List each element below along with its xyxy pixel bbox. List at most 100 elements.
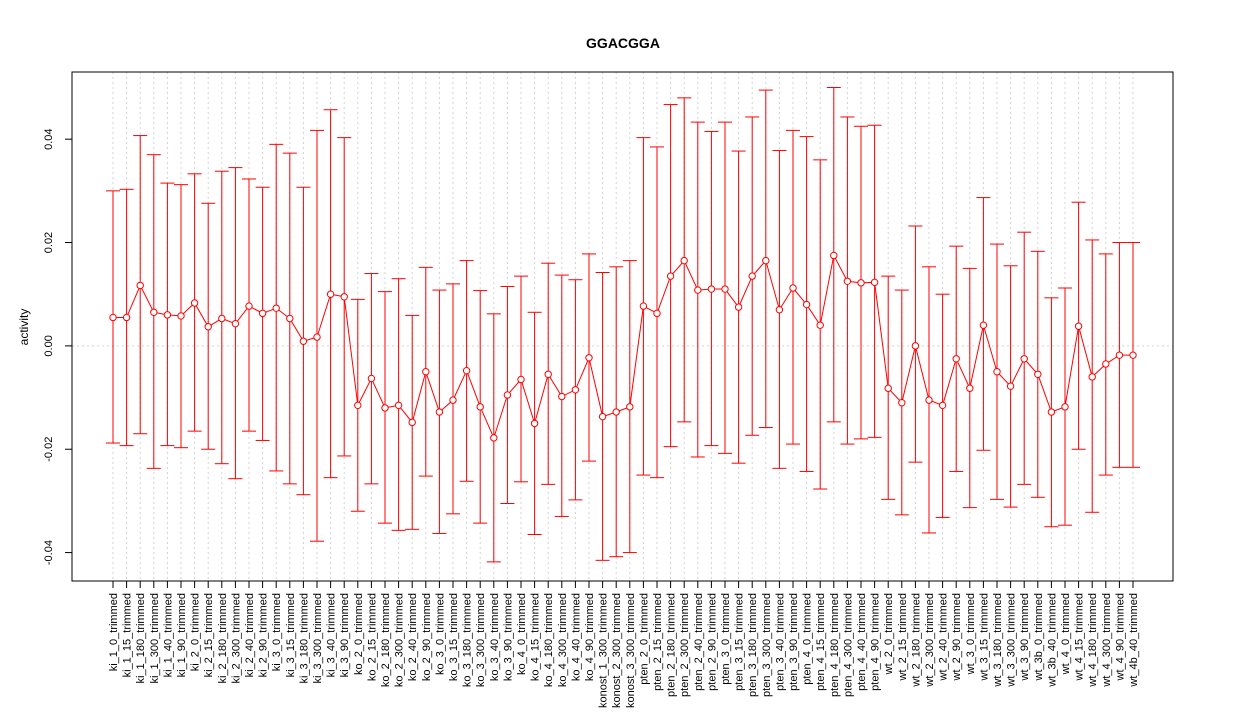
x-tick-label: ki_2_90_trimmed (258, 593, 270, 677)
data-point (775, 306, 784, 314)
data-point (762, 256, 770, 265)
data-point (585, 354, 593, 362)
x-tick-label: pten_2_300_trimmed (679, 593, 691, 697)
x-tick-label: pten_4_15_trimmed (815, 593, 827, 691)
x-tick-label: wt_2_40_trimmed (938, 593, 950, 681)
x-tick-label: konost_2_300_trimmed (611, 593, 623, 708)
data-point (422, 368, 430, 376)
x-tick-label: konost_1_300_trimmed (598, 593, 610, 708)
data-point (857, 279, 865, 287)
data-point (354, 401, 362, 410)
x-tick-label: ki_2_0_trimmed (190, 593, 202, 671)
x-tick-label: wt_3_180_trimmed (992, 593, 1004, 688)
x-tick-label: ki_3_40_trimmed (326, 593, 338, 677)
x-tick-label: ko_2_90_trimmed (421, 593, 433, 681)
data-point (571, 386, 580, 394)
y-tick-label: 0.00 (43, 335, 55, 356)
x-tick-label: wt_3b_0_trimmed (1033, 593, 1045, 681)
x-tick-label: pten_4_90_trimmed (870, 593, 882, 691)
x-tick-label: wt_2_90_trimmed (951, 593, 963, 681)
x-tick-label: pten_4_0_trimmed (802, 593, 814, 685)
data-point (449, 396, 457, 404)
x-tick-label: ko_3_40_trimmed (489, 593, 501, 681)
data-point (1061, 403, 1069, 411)
x-tick-label: ko_3_300_trimmed (475, 593, 487, 687)
data-point (802, 300, 811, 309)
data-point (694, 286, 702, 294)
x-tick-label: ki_3_15_trimmed (285, 593, 297, 677)
x-tick-label: ki_3_300_trimmed (312, 593, 324, 684)
data-point (435, 408, 444, 416)
x-tick-label: ko_4_40_trimmed (570, 593, 582, 681)
x-tick-label: pten_4_300_trimmed (842, 593, 854, 697)
data-point (299, 337, 308, 345)
x-tick-label: ko_3_180_trimmed (462, 593, 474, 687)
x-tick-label: pten_3_0_trimmed (720, 593, 732, 685)
x-tick-label: ki_3_0_trimmed (271, 593, 283, 671)
data-point (1074, 322, 1083, 330)
data-point (680, 256, 688, 265)
x-tick-label: ko_2_0_trimmed (353, 593, 365, 675)
data-point (218, 314, 226, 323)
data-point (381, 404, 389, 412)
x-tick-label: ki_2_180_trimmed (217, 593, 229, 684)
x-tick-label: ko_2_300_trimmed (394, 593, 406, 687)
x-tick-label: ko_4_15_trimmed (530, 593, 542, 681)
x-tick-label: ki_1_180_trimmed (135, 593, 147, 684)
data-point (843, 277, 852, 285)
data-point (408, 418, 416, 427)
data-point (394, 401, 403, 410)
data-point (150, 308, 158, 316)
data-point (734, 303, 743, 311)
x-tick-label: wt_3_300_trimmed (1006, 593, 1018, 688)
data-point (952, 355, 960, 363)
data-point (870, 278, 879, 287)
data-point (598, 412, 607, 421)
x-tick-label: ko_2_15_trimmed (366, 593, 378, 681)
x-tick-label: wt_2_300_trimmed (924, 593, 936, 688)
data-point (190, 299, 199, 307)
x-tick-label: wt_4_300_trimmed (1101, 593, 1113, 688)
data-point (925, 396, 933, 404)
x-tick-label: ko_2_180_trimmed (380, 593, 392, 687)
x-tick-label: wt_4_15_trimmed (1074, 593, 1086, 681)
x-tick-label: ko_4_300_trimmed (557, 593, 569, 687)
data-point (163, 311, 172, 319)
data-point (490, 434, 498, 442)
x-tick-label: ki_1_40_trimmed (162, 593, 174, 677)
x-tick-label: wt_3_90_trimmed (1019, 593, 1031, 681)
data-point (966, 384, 974, 392)
data-point (367, 374, 376, 383)
data-point (1006, 382, 1015, 390)
series-polyline (113, 253, 1133, 440)
data-point (530, 419, 539, 428)
x-tick-label: wt_2_15_trimmed (897, 593, 909, 681)
x-tick-label: ki_3_90_trimmed (339, 593, 351, 677)
data-point (938, 401, 947, 410)
x-tick-label: pten_2_0_trimmed (638, 593, 650, 685)
data-point (340, 293, 348, 301)
x-tick-label: ko_3_0_trimmed (434, 593, 446, 675)
data-point (666, 272, 675, 280)
x-tick-label: pten_4_180_trimmed (829, 593, 841, 697)
data-point (122, 313, 131, 322)
x-tick-label: ko_3_15_trimmed (448, 593, 460, 681)
y-tick-label: -0.02 (43, 437, 55, 462)
x-tick-label: ko_4_180_trimmed (543, 593, 555, 687)
data-point (517, 375, 525, 384)
x-tick-label: wt_3b_40_trimmed (1046, 593, 1058, 688)
data-point (245, 302, 253, 310)
y-tick-label: -0.04 (43, 540, 55, 565)
data-point (462, 366, 471, 375)
data-point (639, 302, 648, 310)
x-tick-label: wt_4_90_trimmed (1114, 593, 1126, 681)
x-tick-label: pten_2_15_trimmed (652, 593, 664, 691)
data-point (1088, 373, 1096, 381)
x-tick-label: pten_3_15_trimmed (734, 593, 746, 691)
data-point (816, 321, 824, 329)
data-point (258, 309, 267, 318)
data-point (1020, 355, 1028, 363)
x-tick-label: wt_3_0_trimmed (965, 593, 977, 675)
data-point (789, 284, 797, 292)
